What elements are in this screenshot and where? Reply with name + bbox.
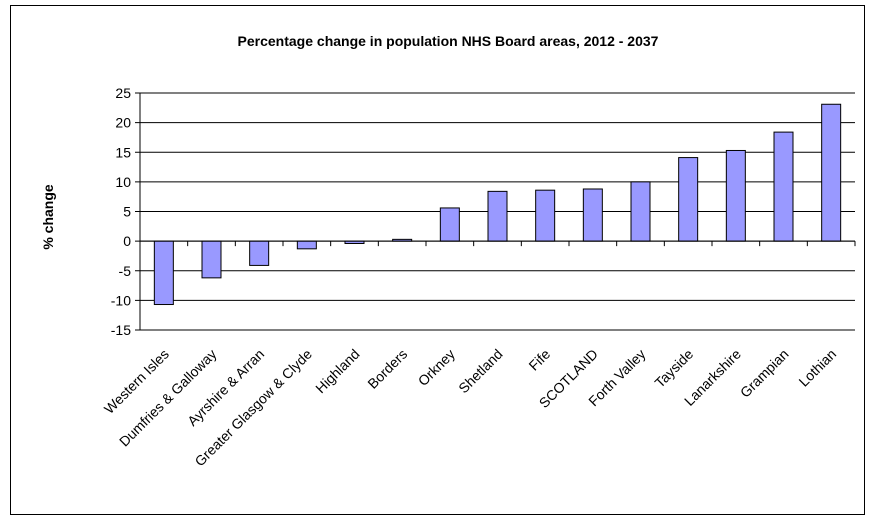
- chart-title: Percentage change in population NHS Boar…: [238, 33, 659, 49]
- y-tick-label: 10: [115, 174, 131, 190]
- y-tick-label: -10: [111, 292, 131, 308]
- y-tick-label: 25: [115, 85, 131, 101]
- bar: [201, 240, 222, 279]
- x-tick-label: Borders: [364, 346, 410, 392]
- x-tick-label: Grampian: [737, 346, 792, 401]
- x-tick-label: Lothian: [795, 346, 839, 390]
- bar: [821, 103, 842, 242]
- bar: [249, 240, 270, 266]
- y-axis-label: % change: [40, 184, 56, 250]
- x-tick-label: Shetland: [455, 346, 505, 396]
- x-tick-label: Orkney: [415, 346, 458, 389]
- y-tick-label: 20: [115, 115, 131, 131]
- bar: [678, 157, 699, 242]
- x-tick-label: Highland: [312, 346, 362, 396]
- y-tick-label: 0: [123, 233, 131, 249]
- chart-frame: [10, 5, 865, 515]
- bar: [725, 149, 746, 242]
- bar: [296, 240, 317, 250]
- y-tick-label: 5: [123, 204, 131, 220]
- x-tick-label: Tayside: [651, 346, 696, 391]
- bar: [153, 240, 174, 306]
- bar: [439, 207, 460, 242]
- x-tick-label: Fife: [525, 346, 553, 374]
- y-tick-label: -5: [119, 263, 132, 279]
- bar: [773, 131, 794, 242]
- bar: [582, 188, 603, 242]
- y-tick-label: 15: [115, 144, 131, 160]
- bar: [535, 189, 556, 242]
- bar: [630, 181, 651, 242]
- y-tick-label: -15: [111, 322, 131, 338]
- bar: [487, 190, 508, 242]
